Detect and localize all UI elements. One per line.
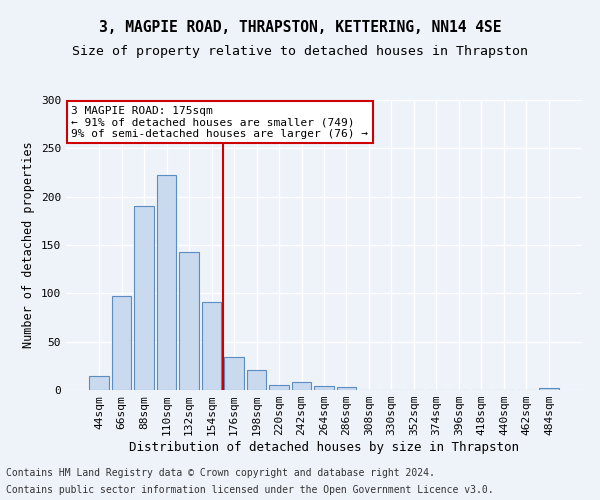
X-axis label: Distribution of detached houses by size in Thrapston: Distribution of detached houses by size … <box>129 441 519 454</box>
Bar <box>179 252 199 390</box>
Bar <box>269 385 289 390</box>
Bar <box>314 386 334 390</box>
Bar <box>202 302 221 390</box>
Y-axis label: Number of detached properties: Number of detached properties <box>22 142 35 348</box>
Bar <box>134 206 154 390</box>
Bar <box>112 296 131 390</box>
Text: Contains HM Land Registry data © Crown copyright and database right 2024.: Contains HM Land Registry data © Crown c… <box>6 468 435 477</box>
Bar <box>224 357 244 390</box>
Bar <box>89 376 109 390</box>
Text: Contains public sector information licensed under the Open Government Licence v3: Contains public sector information licen… <box>6 485 494 495</box>
Bar <box>247 370 266 390</box>
Text: 3 MAGPIE ROAD: 175sqm
← 91% of detached houses are smaller (749)
9% of semi-deta: 3 MAGPIE ROAD: 175sqm ← 91% of detached … <box>71 106 368 139</box>
Bar <box>157 176 176 390</box>
Bar <box>337 387 356 390</box>
Bar <box>292 382 311 390</box>
Bar <box>539 388 559 390</box>
Text: Size of property relative to detached houses in Thrapston: Size of property relative to detached ho… <box>72 45 528 58</box>
Text: 3, MAGPIE ROAD, THRAPSTON, KETTERING, NN14 4SE: 3, MAGPIE ROAD, THRAPSTON, KETTERING, NN… <box>99 20 501 35</box>
